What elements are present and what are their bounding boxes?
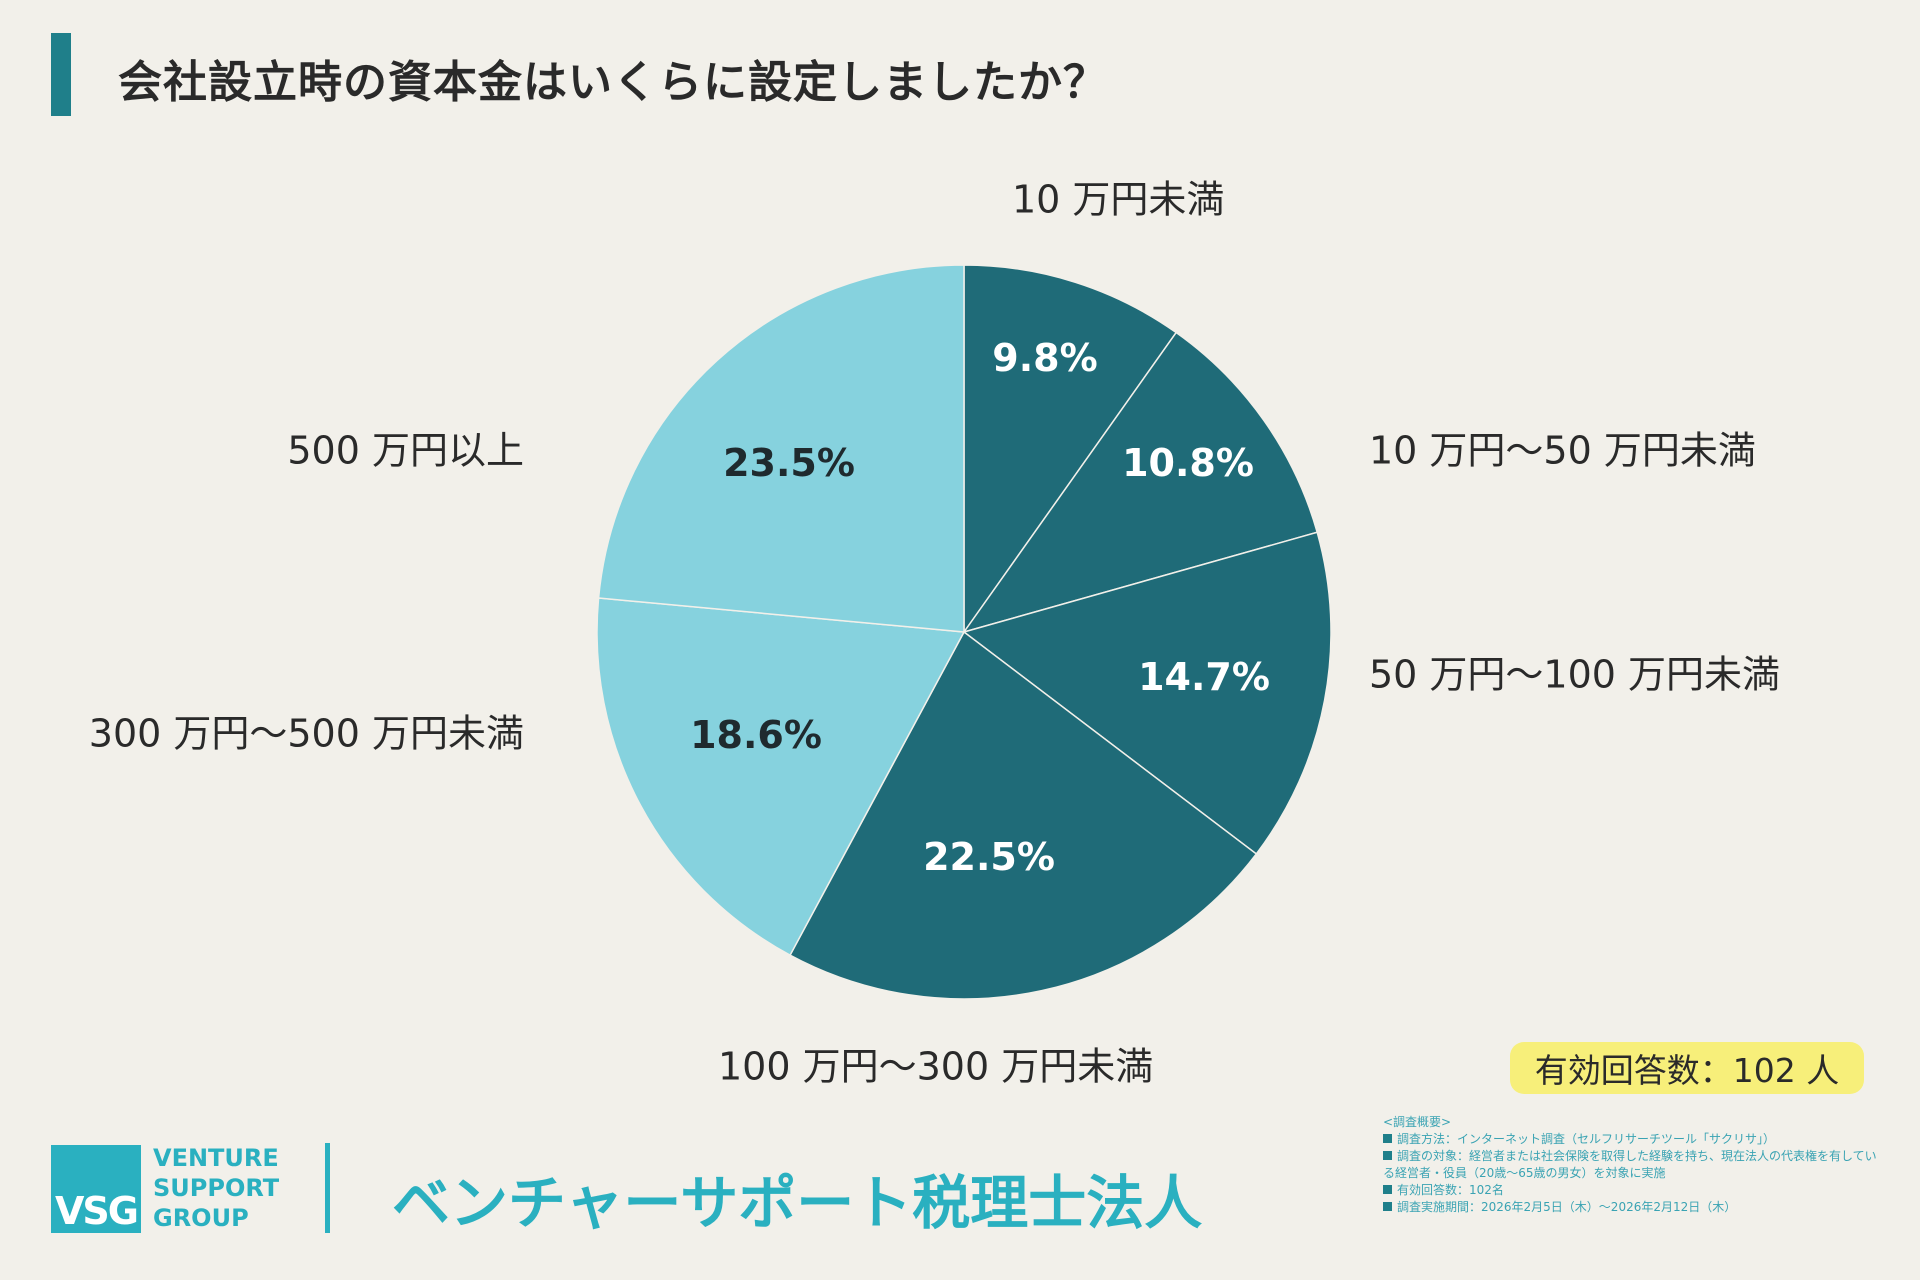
pie-slice [596,597,966,957]
value-label: 23.5% [723,441,855,485]
note-item: 有効回答数：102名 [1383,1182,1883,1199]
value-label: 14.7% [1138,655,1270,699]
pie-slice [963,264,1178,635]
category-label: 300 万円〜500 万円未満 [88,711,524,756]
pie-slice [962,531,1332,855]
survey-notes: <調査概要> 調査方法：インターネット調査（セルフリサーチツール「サクリサ」） … [1383,1114,1883,1216]
note-item: 調査方法：インターネット調査（セルフリサーチツール「サクリサ」） [1383,1131,1883,1148]
category-label: 500 万円以上 [287,428,524,473]
bullet-square-icon [1383,1151,1392,1160]
value-label: 9.8% [992,336,1098,380]
pie-slice [597,264,965,633]
bullet-square-icon [1383,1185,1392,1194]
company-name: ベンチャーサポート税理士法人 [392,1169,1203,1237]
category-label: 10 万円〜50 万円未満 [1369,428,1756,473]
bullet-square-icon [1383,1134,1392,1143]
logo-divider [325,1143,330,1233]
category-label: 50 万円〜100 万円未満 [1369,652,1781,697]
bullet-square-icon [1383,1202,1392,1211]
pie-slice [789,630,1258,1000]
note-item: 調査の対象：経営者または社会保険を取得した経験を持ち、現在法人の代表権を有してい… [1383,1149,1877,1180]
vsg-logo-mark: VSG [51,1145,141,1233]
notes-heading: <調査概要> [1383,1115,1452,1129]
title-accent-bar [51,33,71,116]
value-label: 18.6% [690,713,822,757]
response-count-badge: 有効回答数：102 人 [1510,1042,1864,1094]
note-item: 調査実施期間：2026年2月5日（木）〜2026年2月12日（木） [1383,1199,1883,1216]
value-label: 22.5% [923,835,1055,879]
category-label: 10 万円未満 [1012,177,1225,222]
category-label: 100 万円〜300 万円未満 [718,1044,1154,1089]
value-label: 10.8% [1122,441,1254,485]
logo-wordmark: VENTURE SUPPORT GROUP [153,1144,280,1232]
chart-title: 会社設立時の資本金はいくらに設定しましたか？ [118,57,1108,108]
